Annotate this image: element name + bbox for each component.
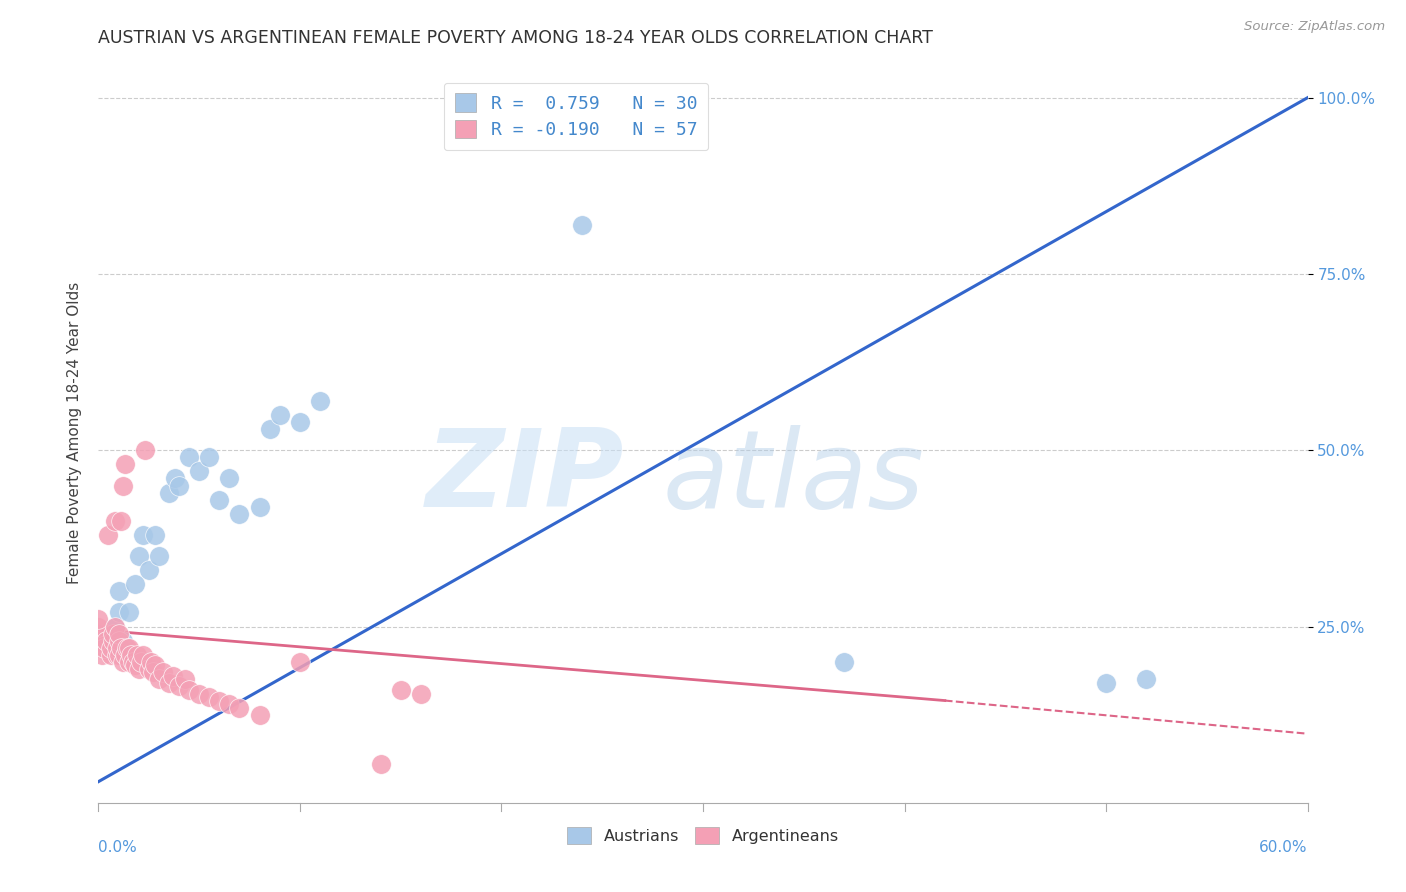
Point bbox=[91, 648, 114, 662]
Point bbox=[218, 697, 240, 711]
Point bbox=[157, 676, 180, 690]
Point bbox=[115, 640, 138, 655]
Text: Source: ZipAtlas.com: Source: ZipAtlas.com bbox=[1244, 20, 1385, 33]
Point bbox=[179, 683, 201, 698]
Point bbox=[249, 707, 271, 722]
Point bbox=[198, 690, 221, 704]
Point bbox=[125, 648, 148, 662]
Point bbox=[101, 626, 124, 640]
Point bbox=[105, 648, 128, 662]
Point bbox=[288, 415, 311, 429]
Point bbox=[118, 655, 141, 669]
Point bbox=[139, 655, 162, 669]
Point bbox=[107, 633, 129, 648]
Point bbox=[103, 514, 125, 528]
Point bbox=[87, 633, 110, 648]
Point bbox=[1095, 676, 1118, 690]
Point bbox=[132, 648, 155, 662]
Point bbox=[129, 655, 152, 669]
Point bbox=[143, 658, 166, 673]
Point bbox=[259, 422, 281, 436]
Point bbox=[120, 648, 142, 662]
Point bbox=[124, 658, 146, 673]
Point bbox=[249, 500, 271, 514]
Text: AUSTRIAN VS ARGENTINEAN FEMALE POVERTY AMONG 18-24 YEAR OLDS CORRELATION CHART: AUSTRIAN VS ARGENTINEAN FEMALE POVERTY A… bbox=[98, 29, 934, 47]
Point bbox=[100, 648, 122, 662]
Point bbox=[269, 408, 291, 422]
Point bbox=[128, 549, 150, 563]
Point bbox=[114, 648, 136, 662]
Point bbox=[97, 633, 120, 648]
Point bbox=[167, 478, 190, 492]
Point bbox=[157, 485, 180, 500]
Point bbox=[188, 464, 211, 478]
Point bbox=[121, 655, 143, 669]
Point bbox=[93, 640, 115, 655]
Point bbox=[142, 665, 165, 680]
Point bbox=[107, 606, 129, 620]
Point bbox=[208, 492, 231, 507]
Text: 0.0%: 0.0% bbox=[98, 840, 138, 855]
Point bbox=[162, 669, 184, 683]
Point bbox=[111, 633, 134, 648]
Point bbox=[409, 686, 432, 700]
Point bbox=[105, 640, 128, 655]
Point bbox=[148, 549, 170, 563]
Point bbox=[111, 478, 134, 492]
Point bbox=[103, 619, 125, 633]
Point bbox=[101, 633, 124, 648]
Point bbox=[96, 633, 118, 648]
Point bbox=[110, 514, 132, 528]
Point bbox=[179, 450, 201, 465]
Point bbox=[389, 683, 412, 698]
Point bbox=[228, 507, 250, 521]
Legend: Austrians, Argentineans: Austrians, Argentineans bbox=[561, 821, 845, 850]
Point bbox=[124, 577, 146, 591]
Y-axis label: Female Poverty Among 18-24 Year Olds: Female Poverty Among 18-24 Year Olds bbox=[66, 282, 82, 583]
Point bbox=[97, 528, 120, 542]
Point bbox=[370, 757, 392, 772]
Point bbox=[832, 655, 855, 669]
Point bbox=[87, 619, 110, 633]
Point bbox=[107, 626, 129, 640]
Point bbox=[87, 612, 110, 626]
Point bbox=[174, 673, 197, 687]
Point bbox=[134, 443, 156, 458]
Point bbox=[138, 662, 160, 676]
Point bbox=[152, 665, 174, 680]
Point bbox=[288, 655, 311, 669]
Point bbox=[87, 626, 110, 640]
Point bbox=[143, 528, 166, 542]
Point bbox=[228, 700, 250, 714]
Text: 60.0%: 60.0% bbox=[1260, 840, 1308, 855]
Point bbox=[118, 640, 141, 655]
Point bbox=[138, 563, 160, 577]
Point bbox=[167, 680, 190, 694]
Point bbox=[111, 655, 134, 669]
Point bbox=[1135, 673, 1157, 687]
Point bbox=[218, 471, 240, 485]
Text: atlas: atlas bbox=[662, 425, 925, 530]
Point bbox=[114, 458, 136, 472]
Point bbox=[110, 640, 132, 655]
Point bbox=[107, 584, 129, 599]
Point bbox=[148, 673, 170, 687]
Point bbox=[309, 393, 332, 408]
Point bbox=[103, 619, 125, 633]
Point bbox=[107, 648, 129, 662]
Point bbox=[132, 528, 155, 542]
Point bbox=[198, 450, 221, 465]
Point bbox=[128, 662, 150, 676]
Point bbox=[118, 606, 141, 620]
Text: ZIP: ZIP bbox=[426, 424, 624, 530]
Point bbox=[100, 640, 122, 655]
Point bbox=[163, 471, 186, 485]
Point bbox=[188, 686, 211, 700]
Point bbox=[571, 218, 593, 232]
Point bbox=[208, 693, 231, 707]
